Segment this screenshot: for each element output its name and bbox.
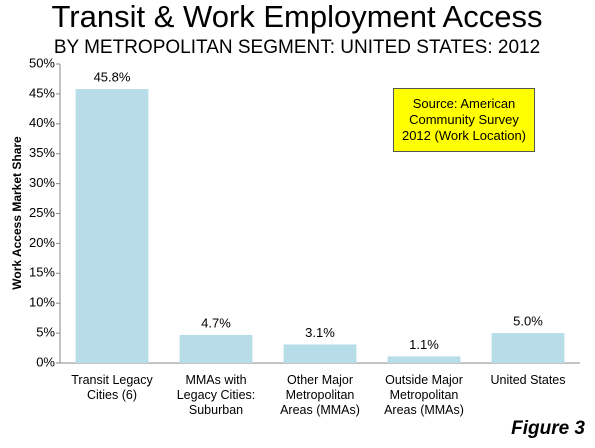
y-tick-label: 0% [36,354,55,369]
x-tick-label: Transit Legacy Cities (6) [71,373,153,402]
y-tick-label: 35% [29,145,55,160]
y-tick-label: 30% [29,175,55,190]
bar [179,334,253,363]
data-label: 1.1% [409,337,439,352]
data-label: 4.7% [201,315,231,330]
x-tick-label: MMAs with Legacy Cities: Suburban [176,373,256,417]
chart-title: Transit & Work Employment Access [52,0,543,34]
y-tick-label: 50% [29,55,55,70]
y-tick-label: 45% [29,85,55,100]
y-axis-label: Work Access Market Share [10,136,24,290]
y-tick-label: 5% [36,325,55,340]
bar [75,89,149,363]
y-tick-label: 10% [29,295,55,310]
figure-label: Figure 3 [511,418,585,439]
y-tick-label: 25% [29,205,55,220]
data-label: 3.1% [305,325,335,340]
bar [387,356,461,363]
data-label: 5.0% [513,314,543,329]
x-tick-label: Outside Major Metropolitan Areas (MMAs) [384,373,464,417]
bar [491,333,565,363]
y-tick-label: 40% [29,115,55,130]
bar [283,344,357,363]
data-label: 45.8% [94,70,131,85]
y-tick-label: 15% [29,265,55,280]
x-tick-label: United States [490,373,566,387]
chart-subtitle: BY METROPOLITAN SEGMENT: UNITED STATES: … [54,37,540,58]
annotation: Source: American Community Survey 2012 (… [393,88,535,152]
y-tick-label: 20% [29,235,55,250]
x-tick-label: Other Major Metropolitan Areas (MMAs) [280,373,360,417]
